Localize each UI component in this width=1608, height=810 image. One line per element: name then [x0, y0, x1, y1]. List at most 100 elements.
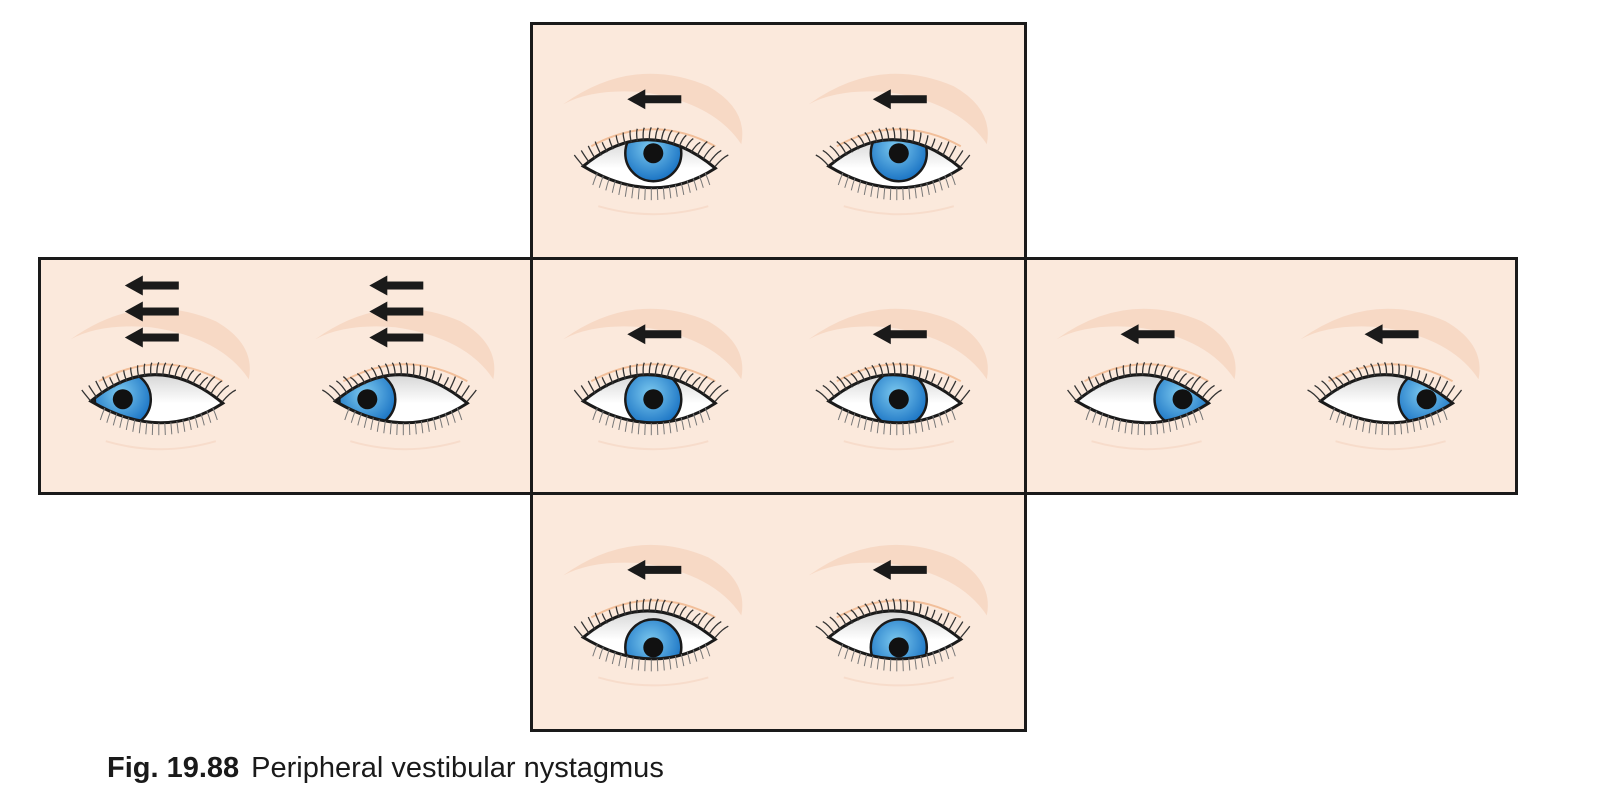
- lid-crease: [342, 363, 468, 383]
- eye-outline: [580, 373, 718, 425]
- lower-lid-shadow: [1335, 440, 1446, 451]
- panel-background: [533, 260, 1024, 492]
- eye-outline: [580, 609, 718, 661]
- arrow-left-icon: [124, 301, 179, 322]
- gaze-right-panel: [1024, 257, 1518, 495]
- upper-lashes: [1307, 362, 1463, 402]
- right-eye-eye: [563, 73, 743, 216]
- pupil: [1416, 389, 1437, 410]
- eye-outline: [826, 138, 964, 190]
- pupil: [888, 637, 909, 658]
- lower-lashes: [837, 644, 956, 672]
- lid-crease: [590, 128, 716, 148]
- arrow-left-icon: [872, 89, 927, 110]
- eyes-illustration: [533, 25, 1024, 257]
- right-eye-eye: [70, 308, 250, 451]
- pupil: [888, 389, 909, 410]
- upper-lashes: [815, 598, 971, 638]
- arrow-left-icon: [627, 89, 682, 110]
- gaze-up-panel: [530, 22, 1027, 260]
- arrow-left-icon: [369, 275, 424, 296]
- lower-lashes: [837, 172, 956, 201]
- lower-lid-shadow: [843, 676, 955, 687]
- upper-lashes: [815, 362, 971, 402]
- eye-outline: [88, 373, 226, 425]
- panel-background: [41, 260, 530, 492]
- gaze-center-panel: [530, 257, 1027, 495]
- arrow-left-icon: [627, 324, 682, 345]
- brow-shade: [808, 544, 988, 616]
- brow-shade: [563, 544, 743, 616]
- figure-caption: Fig. 19.88 Peripheral vestibular nystagmu…: [107, 752, 664, 785]
- brow-shade: [70, 308, 250, 380]
- upper-lashes: [322, 362, 477, 402]
- pupil: [643, 143, 664, 164]
- upper-lashes: [573, 127, 729, 167]
- lid-crease: [836, 363, 962, 383]
- brow-shade: [563, 73, 743, 145]
- upper-lashes: [81, 362, 237, 402]
- arrow-left-icon: [1120, 324, 1175, 345]
- eye-outline: [826, 373, 964, 425]
- lower-lid-shadow: [598, 440, 709, 451]
- lid-crease: [98, 363, 224, 383]
- upper-lashes: [815, 127, 971, 167]
- arrow-left-icon: [124, 275, 179, 296]
- eyes-illustration: [1027, 260, 1515, 492]
- lower-lid-shadow: [843, 205, 955, 216]
- brow-shade: [1300, 308, 1480, 380]
- lower-lid-shadow: [350, 440, 461, 451]
- lower-lashes: [592, 644, 711, 672]
- eyes-illustration: [533, 260, 1024, 492]
- upper-lashes: [573, 598, 729, 638]
- eye-outline: [1317, 373, 1456, 425]
- right-eye-eye: [1056, 308, 1236, 451]
- lower-lid-shadow: [843, 440, 955, 451]
- arrow-left-icon: [872, 324, 927, 345]
- lid-crease: [590, 363, 716, 383]
- lid-crease: [590, 599, 716, 619]
- eye-outline: [826, 609, 964, 661]
- lower-lid-shadow: [598, 205, 709, 216]
- gaze-left-panel: [38, 257, 533, 495]
- brow-shade: [315, 308, 495, 380]
- pupil: [1172, 389, 1193, 410]
- pupil: [643, 389, 664, 410]
- panel-background: [1027, 260, 1515, 492]
- figure-number: Fig. 19.88: [107, 752, 240, 784]
- panel-background: [533, 25, 1024, 257]
- pupil: [643, 637, 664, 658]
- lower-lid-shadow: [1091, 440, 1202, 451]
- brow-shade: [1056, 308, 1236, 380]
- brow-shade: [563, 308, 743, 380]
- lower-lashes: [592, 407, 711, 436]
- arrow-left-icon: [369, 327, 424, 348]
- lower-lid-shadow: [105, 440, 217, 451]
- eye-outline: [580, 138, 718, 190]
- gaze-down-panel: [530, 492, 1027, 732]
- panel-background: [533, 495, 1024, 729]
- left-eye-eye: [808, 544, 988, 687]
- brow-shade: [808, 308, 988, 380]
- lower-lashes: [1329, 407, 1448, 436]
- lower-lashes: [592, 172, 711, 201]
- arrow-left-icon: [369, 301, 424, 322]
- eyes-illustration: [533, 495, 1024, 729]
- eyes-illustration: [41, 260, 530, 492]
- left-eye-eye: [808, 308, 988, 451]
- arrow-left-icon: [1364, 324, 1419, 345]
- lid-crease: [1084, 363, 1210, 383]
- pupil: [112, 389, 133, 410]
- lower-lashes: [1085, 407, 1204, 436]
- eye-outline: [332, 373, 470, 425]
- arrow-left-icon: [872, 559, 927, 580]
- right-eye-eye: [563, 544, 743, 687]
- lower-lashes: [837, 407, 956, 436]
- nystagmus-figure: [38, 22, 1518, 732]
- pupil: [888, 143, 909, 164]
- upper-lashes: [1067, 362, 1222, 402]
- lower-lashes: [344, 407, 463, 436]
- pupil: [357, 389, 378, 410]
- figure-title: Peripheral vestibular nystagmus: [251, 752, 664, 784]
- upper-lashes: [573, 362, 729, 402]
